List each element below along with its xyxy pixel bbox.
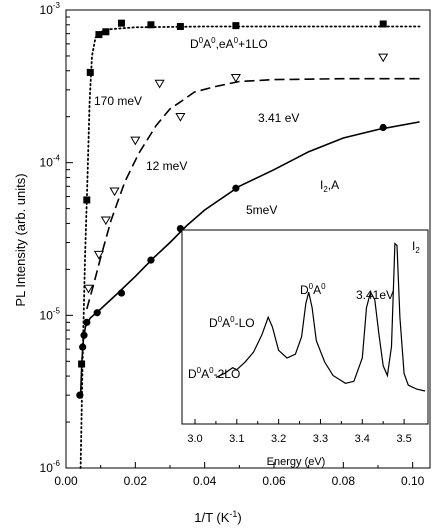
inset-x-axis-label: Energy (eV) bbox=[267, 456, 326, 468]
annotation-170mev: 170 meV bbox=[94, 94, 142, 108]
main-y-tick-label: 10-5 bbox=[40, 306, 61, 322]
main-x-tick-label-text: 0.08 bbox=[332, 474, 356, 488]
main-y-ticks: 10-610-510-410-3 bbox=[40, 1, 73, 475]
main-x-tick-label: 0.06 bbox=[262, 474, 286, 488]
inset-x-tick-label: 3.0 bbox=[187, 433, 202, 445]
annotation-d0a0-ea0-1lo: D0A0,eA0+1LO bbox=[190, 36, 268, 51]
annotation-5mev: 5meV bbox=[246, 203, 277, 217]
main-y-tick-base: 10 bbox=[40, 461, 54, 475]
main-x-tick-label-text: 0.04 bbox=[193, 474, 217, 488]
main-y-tick-base: 10 bbox=[40, 156, 54, 170]
main-y-tick-base: 10 bbox=[40, 3, 54, 17]
main-x-axis-label-exponent: -1 bbox=[229, 509, 237, 519]
inset-x-tick-label: 3.4 bbox=[355, 433, 370, 445]
main-x-axis-label-text: 1/T (K bbox=[194, 510, 229, 525]
data-point-triangle bbox=[93, 250, 105, 260]
main-annotations: D0A0,eA0+1LO 170 meV 12 meV 3.41 eV 5meV I2,A bbox=[94, 36, 339, 217]
data-point-square bbox=[102, 28, 110, 36]
peak-label-d0a0-2lo: D0A0-2LO bbox=[188, 366, 240, 381]
main-y-tick-label: 10-6 bbox=[40, 459, 61, 475]
main-x-tick-label: 0.10 bbox=[401, 474, 425, 488]
data-point-circle bbox=[379, 123, 387, 132]
data-point-square bbox=[232, 22, 240, 30]
main-x-axis-label: 1/T (K-1) bbox=[194, 509, 242, 525]
main-x-tick-label: 0.04 bbox=[193, 474, 217, 488]
data-point-circle bbox=[79, 343, 87, 351]
main-x-tick-label-text: 0.00 bbox=[54, 474, 78, 488]
main-plot: 0.00 0.02 0.04 0.06 0.08 0.10 10-610-510-410-… bbox=[13, 1, 431, 525]
inset-x-tick-label: 3.2 bbox=[271, 433, 286, 445]
fit-curve-dashed bbox=[86, 77, 420, 310]
main-y-tick-exponent: -3 bbox=[53, 1, 61, 10]
main-y-tick-label: 10-3 bbox=[40, 1, 61, 17]
inset-x-tick-label-text: 3.5 bbox=[396, 433, 411, 445]
inset-x-tick-label-text: 3.2 bbox=[271, 433, 286, 445]
data-point-circle bbox=[76, 391, 84, 399]
inset-plot-frame bbox=[181, 229, 429, 425]
data-point-square bbox=[379, 20, 387, 28]
data-point-square bbox=[78, 360, 86, 368]
main-y-tick-base: 10 bbox=[40, 308, 54, 322]
data-point-triangle bbox=[378, 53, 389, 63]
main-x-tick-label: 0.00 bbox=[54, 474, 78, 488]
main-x-tick-label-text: 0.10 bbox=[401, 474, 425, 488]
data-point-triangle bbox=[175, 113, 186, 122]
data-point-circle bbox=[80, 331, 88, 339]
fit-curve-solid bbox=[79, 121, 420, 396]
inset-x-tick-label-text: 3.3 bbox=[313, 433, 328, 445]
main-plot-frame bbox=[65, 9, 431, 469]
main-x-tick-label-text: 0.02 bbox=[124, 474, 148, 488]
inset-x-tick-label-text: 3.4 bbox=[355, 433, 370, 445]
inset-x-tick-label: 3.5 bbox=[396, 433, 411, 445]
data-point-square bbox=[147, 21, 155, 29]
data-point-triangle bbox=[230, 74, 241, 83]
main-y-tick-exponent: -6 bbox=[53, 459, 61, 468]
inset-x-tick-label: 3.1 bbox=[229, 433, 244, 445]
inset-x-ticks: 3.0 3.1 3.2 3.3 3.4 3.5 bbox=[187, 419, 412, 445]
main-points bbox=[76, 19, 389, 399]
data-point-square bbox=[117, 19, 125, 27]
inset-peak-labels: D0A0-2LO D0A0-LO D0A0 3.41eV I2 bbox=[188, 239, 420, 381]
main-x-ticks: 0.00 0.02 0.04 0.06 0.08 0.10 bbox=[54, 462, 425, 488]
main-y-tick-exponent: -5 bbox=[53, 306, 61, 315]
data-point-triangle bbox=[83, 284, 94, 294]
annotation-12mev: 12 meV bbox=[146, 159, 187, 173]
data-point-circle bbox=[83, 318, 91, 326]
data-point-square bbox=[83, 196, 91, 204]
inset-spectrum-line bbox=[215, 242, 426, 392]
inset-x-tick-label-text: 3.1 bbox=[229, 433, 244, 445]
main-y-axis-label: PL Intensity (arb. units) bbox=[13, 173, 28, 306]
data-point-circle bbox=[93, 309, 101, 317]
main-x-axis-label-close: ) bbox=[237, 510, 241, 525]
data-point-square bbox=[86, 68, 94, 76]
data-point-circle bbox=[232, 184, 240, 192]
data-point-square bbox=[176, 22, 184, 30]
annotation-3-41ev: 3.41 eV bbox=[258, 111, 299, 125]
data-point-triangle bbox=[130, 136, 141, 146]
data-point-square bbox=[95, 31, 103, 39]
data-point-triangle bbox=[109, 187, 120, 197]
main-y-tick-label: 10-4 bbox=[40, 154, 61, 170]
data-point-circle bbox=[117, 289, 126, 297]
peak-label-d0a0-lo: D0A0-LO bbox=[209, 315, 255, 330]
peak-label-3-41ev: 3.41eV bbox=[356, 288, 394, 302]
inset-x-tick-label: 3.3 bbox=[313, 433, 328, 445]
peak-label-i2: I2 bbox=[412, 239, 420, 255]
inset-x-tick-label-text: 3.0 bbox=[187, 433, 202, 445]
data-point-circle bbox=[147, 256, 155, 264]
annotation-i2-a: I2,A bbox=[320, 178, 339, 194]
main-x-tick-label: 0.02 bbox=[124, 474, 148, 488]
main-y-tick-exponent: -4 bbox=[53, 154, 61, 163]
main-x-tick-label-text: 0.06 bbox=[262, 474, 286, 488]
main-x-tick-label: 0.08 bbox=[332, 474, 356, 488]
data-point-triangle bbox=[100, 216, 111, 226]
data-point-triangle bbox=[154, 79, 165, 89]
peak-label-d0a0: D0A0 bbox=[300, 282, 326, 297]
inset-plot: 3.0 3.1 3.2 3.3 3.4 3.5 D0A0-2LO D0A0-LO D0A0 3.… bbox=[181, 229, 429, 468]
